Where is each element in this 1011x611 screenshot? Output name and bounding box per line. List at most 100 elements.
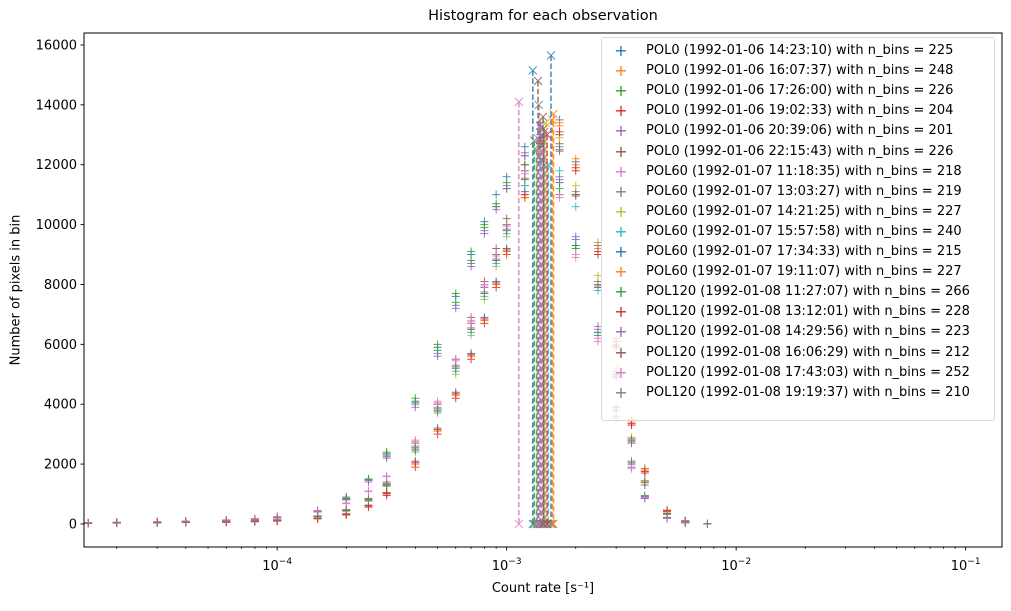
- legend-label: POL60 (1992-01-07 11:18:35) with n_bins …: [646, 163, 962, 179]
- legend-label: POL0 (1992-01-06 14:23:10) with n_bins =…: [646, 43, 954, 58]
- legend-label: POL120 (1992-01-08 19:19:37) with n_bins…: [646, 384, 970, 400]
- data-point: [555, 127, 564, 136]
- legend-marker-icon: +: [614, 141, 628, 161]
- data-point: [536, 138, 545, 147]
- data-point: [627, 437, 636, 446]
- data-point: [382, 489, 391, 498]
- legend-marker-icon: +: [614, 362, 628, 382]
- data-point: [593, 281, 602, 290]
- data-point: [411, 443, 420, 452]
- data-point: [222, 517, 231, 526]
- peak-marker: [534, 100, 544, 110]
- data-point: [593, 238, 602, 247]
- data-point: [703, 519, 712, 528]
- data-point: [467, 323, 476, 332]
- data-point: [555, 175, 564, 184]
- data-point: [382, 472, 391, 481]
- data-point: [520, 190, 529, 199]
- axes-ticks: 10−4 10−3 10−2 10−1 0 2000 4000 6000 8000 10000 12…: [36, 38, 981, 574]
- legend-marker-icon: +: [614, 221, 628, 241]
- legend-label: POL60 (1992-01-07 13:03:27) with n_bins …: [646, 183, 962, 199]
- y-tick-label: 14000: [36, 98, 77, 113]
- y-tick-label: 12000: [36, 158, 77, 173]
- data-point: [555, 166, 564, 175]
- legend: + POL0 (1992-01-06 14:23:10) with n_bins …: [601, 37, 995, 421]
- data-point: [433, 352, 442, 361]
- data-point: [536, 148, 545, 157]
- data-point: [571, 154, 580, 163]
- legend-marker-icon: +: [614, 181, 628, 201]
- peak-marker: [546, 51, 556, 60]
- y-tick-label: 8000: [44, 278, 77, 293]
- data-point: [593, 271, 602, 280]
- legend-label: POL120 (1992-01-08 16:06:29) with n_bins…: [646, 344, 970, 360]
- data-point: [627, 464, 636, 473]
- data-point: [433, 404, 442, 413]
- data-point: [555, 184, 564, 193]
- y-tick-label: 16000: [36, 38, 77, 53]
- peak-marker: [528, 66, 538, 75]
- data-point: [451, 304, 460, 313]
- data-point: [480, 314, 489, 323]
- legend-marker-icon: +: [614, 282, 628, 302]
- y-axis-label: Number of pixels in bin: [8, 214, 24, 366]
- data-point: [451, 362, 460, 371]
- data-point: [571, 192, 580, 201]
- legend-marker-icon: +: [614, 302, 628, 322]
- data-point: [364, 478, 373, 487]
- data-point: [411, 458, 420, 467]
- data-point: [480, 229, 489, 238]
- legend-marker-icon: +: [614, 61, 628, 81]
- legend-marker-icon: +: [614, 101, 628, 121]
- legend-label: POL0 (1992-01-06 17:26:00) with n_bins =…: [646, 83, 954, 99]
- data-point: [382, 480, 391, 489]
- legend-marker-icon: +: [614, 322, 628, 342]
- legend-marker-icon: +: [614, 161, 628, 181]
- data-point: [571, 181, 580, 190]
- data-point: [451, 389, 460, 398]
- data-point: [555, 147, 564, 156]
- data-point: [593, 337, 602, 346]
- y-tick-label: 4000: [44, 398, 77, 413]
- peak-marker: [547, 115, 557, 125]
- data-point: [153, 518, 162, 527]
- y-tick-label: 6000: [44, 338, 77, 353]
- legend-label: POL60 (1992-01-07 17:34:33) with n_bins …: [646, 244, 962, 259]
- legend-label: POL120 (1992-01-08 17:43:03) with n_bins…: [646, 364, 970, 380]
- data-point: [492, 205, 501, 214]
- x-tick-label: 10−2: [721, 557, 751, 574]
- data-point: [467, 247, 476, 256]
- data-point: [492, 255, 501, 264]
- data-point: [571, 163, 580, 172]
- data-point: [520, 174, 529, 183]
- data-point: [571, 202, 580, 211]
- data-point: [273, 515, 282, 524]
- peak-marker: [546, 519, 556, 529]
- data-point: [520, 151, 529, 160]
- legend-label: POL120 (1992-01-08 14:29:56) with n_bins…: [646, 324, 970, 340]
- data-point: [571, 235, 580, 244]
- legend-label: POL60 (1992-01-07 15:57:58) with n_bins …: [646, 223, 962, 239]
- legend-label: POL0 (1992-01-06 22:15:43) with n_bins =…: [646, 143, 954, 159]
- data-point: [593, 247, 602, 256]
- legend-marker-icon: +: [614, 201, 628, 221]
- data-point: [640, 478, 649, 487]
- plot-marks: [84, 51, 712, 529]
- data-point: [640, 467, 649, 476]
- data-point: [502, 184, 511, 193]
- peak-marker: [540, 127, 549, 137]
- data-point: [502, 246, 511, 255]
- chart-title: Histogram for each observation: [428, 8, 658, 24]
- axes-frame: [83, 32, 1003, 548]
- legend-label: POL120 (1992-01-08 11:27:07) with n_bins…: [646, 284, 970, 300]
- data-point: [467, 262, 476, 271]
- legend-label: POL60 (1992-01-07 19:11:07) with n_bins …: [646, 264, 962, 280]
- legend-marker-icon: +: [614, 342, 628, 362]
- data-point: [433, 425, 442, 434]
- data-point: [571, 253, 580, 262]
- data-point: [451, 289, 460, 298]
- data-point: [555, 118, 564, 127]
- data-point: [467, 350, 476, 359]
- legend-marker-icon: +: [614, 382, 628, 402]
